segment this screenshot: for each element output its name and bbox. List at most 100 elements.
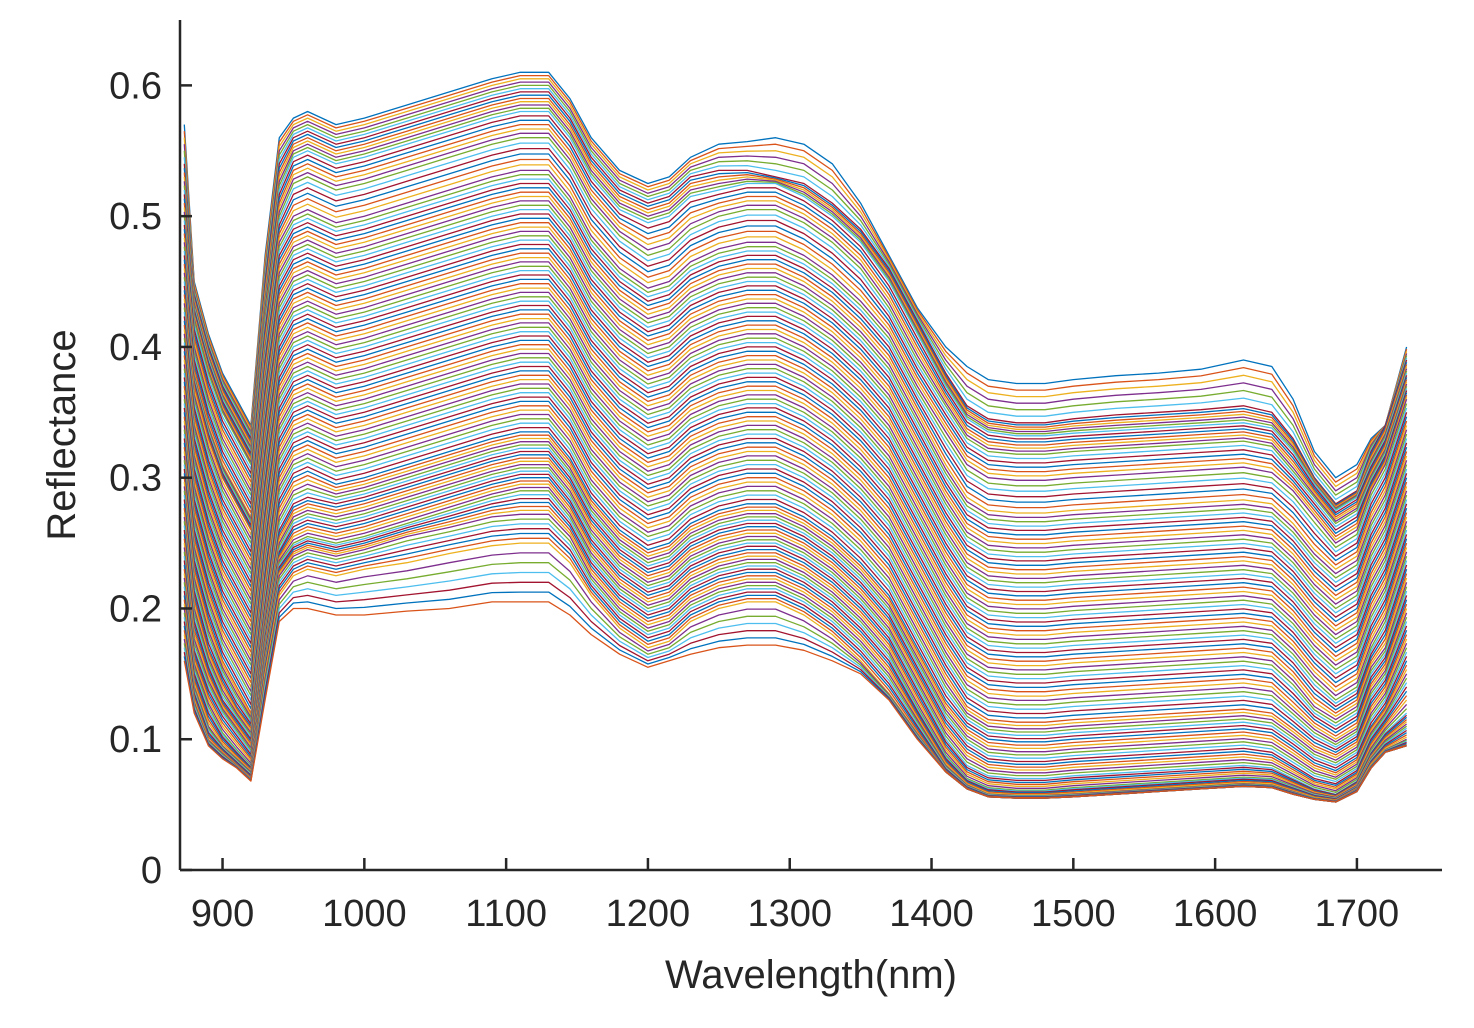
spectrum-line bbox=[183, 248, 1408, 623]
spectrum-line-interpolated bbox=[183, 483, 1408, 798]
spectrum-line-interpolated bbox=[183, 480, 1408, 797]
spectrum-line-interpolated bbox=[183, 317, 1408, 692]
spectrum-line-interpolated bbox=[183, 213, 1408, 588]
spectrum-line-interpolated bbox=[183, 226, 1408, 601]
spectrum-line-interpolated bbox=[183, 256, 1408, 631]
spectrum-line bbox=[183, 91, 1408, 505]
x-axis-title: Wavelength(nm) bbox=[665, 953, 957, 997]
spectrum-line-interpolated bbox=[183, 437, 1408, 776]
spectrum-line-interpolated bbox=[183, 477, 1408, 797]
spectrum-line-interpolated bbox=[183, 313, 1408, 688]
x-tick-label: 900 bbox=[191, 893, 254, 935]
x-tick-label: 1400 bbox=[889, 893, 974, 935]
spectrum-line bbox=[183, 450, 1408, 785]
spectrum-line-interpolated bbox=[183, 396, 1408, 751]
spectrum-line-interpolated bbox=[183, 447, 1408, 783]
spectrum-line-interpolated bbox=[183, 269, 1408, 644]
spectrum-line bbox=[183, 137, 1408, 525]
spectrum-line-interpolated bbox=[183, 370, 1408, 734]
spectrum-line-interpolated bbox=[183, 473, 1408, 796]
spectrum-line-interpolated bbox=[183, 457, 1408, 788]
x-tick-label: 1600 bbox=[1173, 893, 1258, 935]
spectrum-line-interpolated bbox=[183, 191, 1408, 566]
spectrum-line bbox=[183, 490, 1407, 799]
spectrum-line-interpolated bbox=[183, 142, 1408, 528]
spectrum-line-interpolated bbox=[183, 178, 1408, 553]
spectrum-line-interpolated bbox=[183, 94, 1408, 506]
spectrum-line-interpolated bbox=[183, 182, 1408, 557]
spectrum-line bbox=[183, 601, 1407, 803]
spectrum-line-interpolated bbox=[183, 81, 1408, 492]
spectrum-line-interpolated bbox=[183, 418, 1408, 764]
spectrum-line-interpolated bbox=[183, 339, 1408, 711]
spectrum-line-interpolated bbox=[183, 444, 1408, 780]
spectrum-line bbox=[183, 378, 1408, 740]
spectrum-line-interpolated bbox=[183, 296, 1408, 671]
spectrum-line-interpolated bbox=[183, 309, 1408, 684]
spectrum-line-interpolated bbox=[183, 217, 1408, 592]
spectrum-line-interpolated bbox=[183, 132, 1408, 522]
spectrum-line-interpolated bbox=[183, 552, 1407, 803]
spectrum-line-interpolated bbox=[183, 123, 1408, 518]
spectrum-line-interpolated bbox=[183, 501, 1407, 801]
spectrum-line-interpolated bbox=[183, 261, 1408, 636]
spectrum-line-interpolated bbox=[183, 287, 1408, 662]
spectrum-line-interpolated bbox=[183, 400, 1408, 753]
spectrum-line-interpolated bbox=[183, 78, 1408, 488]
spectrum-line-interpolated bbox=[183, 97, 1408, 507]
spectrum-line-interpolated bbox=[183, 128, 1408, 520]
spectrum-line-interpolated bbox=[183, 344, 1408, 714]
spectrum-line-interpolated bbox=[183, 243, 1408, 618]
spectrum-line-interpolated bbox=[183, 200, 1408, 575]
spectrum-line-interpolated bbox=[183, 383, 1408, 743]
spectrum-line-interpolated bbox=[183, 104, 1408, 509]
spectrum-line bbox=[183, 352, 1408, 721]
spectrum-line bbox=[183, 470, 1408, 795]
spectrum-line bbox=[183, 71, 1408, 479]
spectrum-line-interpolated bbox=[183, 283, 1408, 658]
spectrum-line-interpolated bbox=[183, 387, 1408, 746]
spectrum-lines bbox=[183, 71, 1408, 803]
spectrum-line-interpolated bbox=[183, 494, 1407, 800]
spectrum-line-interpolated bbox=[183, 335, 1408, 708]
spectrum-line-interpolated bbox=[183, 454, 1408, 787]
spectrum-line-interpolated bbox=[183, 239, 1408, 614]
spectrum-line-interpolated bbox=[183, 413, 1408, 761]
y-tick-label: 0.1 bbox=[109, 719, 162, 761]
spectrum-line-interpolated bbox=[183, 497, 1407, 800]
spectrum-line bbox=[183, 222, 1408, 597]
spectrum-line-interpolated bbox=[183, 291, 1408, 666]
spectrum-line-interpolated bbox=[183, 486, 1407, 799]
spectrum-line-interpolated bbox=[183, 434, 1408, 774]
x-tick-label: 1100 bbox=[465, 893, 547, 935]
x-tick-label: 1700 bbox=[1315, 893, 1400, 935]
spectrum-line-interpolated bbox=[183, 115, 1408, 514]
spectrum-line-interpolated bbox=[183, 174, 1408, 549]
spectrum-line-interpolated bbox=[183, 208, 1408, 583]
y-axis-title: Reflectance bbox=[40, 329, 84, 540]
y-tick-label: 0.4 bbox=[109, 327, 162, 369]
spectrum-line-interpolated bbox=[183, 348, 1408, 717]
spectrum-line-interpolated bbox=[183, 357, 1408, 724]
spectrum-line-interpolated bbox=[183, 463, 1408, 792]
spectrum-line bbox=[183, 300, 1408, 675]
spectrum-line-interpolated bbox=[183, 361, 1408, 727]
spectrum-line-interpolated bbox=[183, 235, 1408, 610]
spectrum-line-interpolated bbox=[183, 304, 1408, 679]
spectrum-line-interpolated bbox=[183, 187, 1408, 562]
spectrum-line-interpolated bbox=[183, 441, 1408, 778]
axes bbox=[178, 20, 1442, 872]
spectrum-line-interpolated bbox=[183, 147, 1408, 531]
spectrum-line bbox=[183, 405, 1408, 756]
spectrum-line-interpolated bbox=[183, 331, 1408, 704]
spectrum-line-interpolated bbox=[183, 265, 1408, 640]
spectrum-line-interpolated bbox=[183, 84, 1408, 496]
spectrum-line bbox=[183, 274, 1408, 649]
spectrum-line bbox=[183, 110, 1408, 512]
spectrum-line bbox=[183, 326, 1408, 701]
spectrum-line-interpolated bbox=[183, 204, 1408, 579]
spectrum-line-interpolated bbox=[183, 101, 1408, 508]
spectrum-line-interpolated bbox=[183, 467, 1408, 794]
spectrum-line-interpolated bbox=[183, 230, 1408, 605]
